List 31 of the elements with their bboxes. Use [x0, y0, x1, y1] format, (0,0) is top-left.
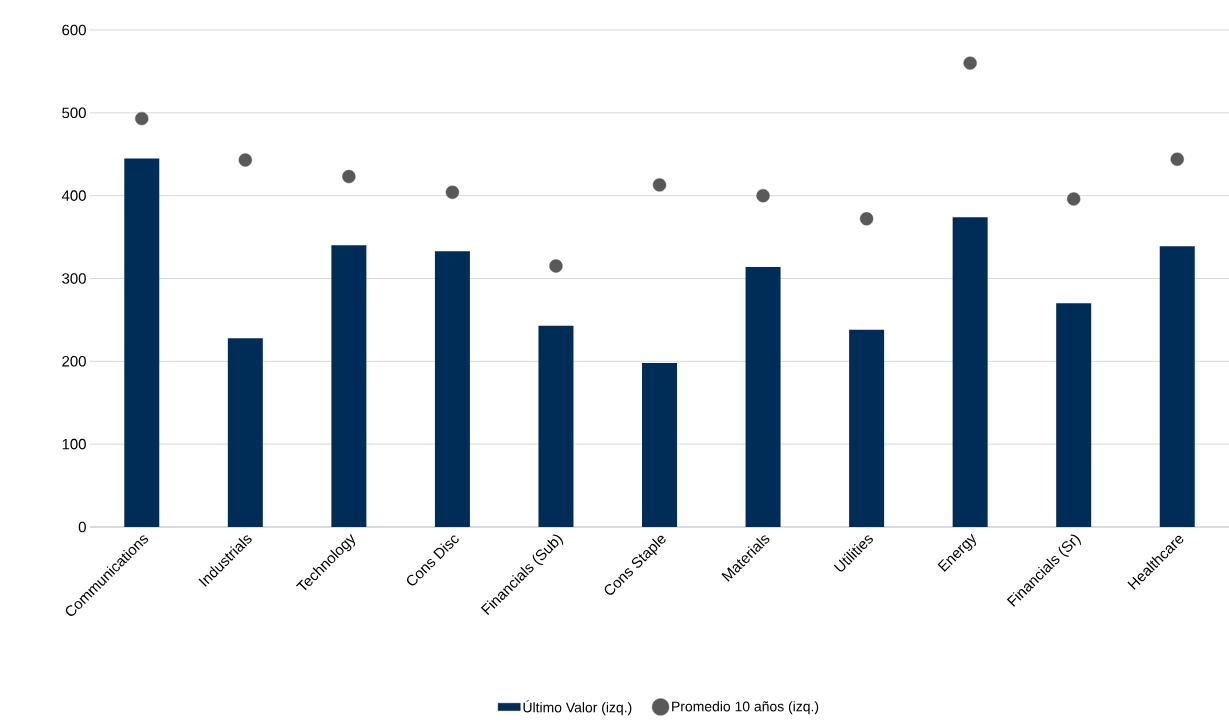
point — [549, 259, 563, 273]
bar — [124, 158, 160, 527]
y-tick-label: 300 — [62, 273, 86, 284]
bar — [1159, 246, 1195, 527]
bar — [849, 329, 885, 527]
point — [859, 212, 874, 226]
point — [756, 188, 770, 203]
y-tick-label: 200 — [62, 356, 86, 367]
y-tick-label: 0 — [78, 521, 86, 533]
point — [342, 169, 356, 184]
point — [238, 153, 252, 167]
bar — [642, 362, 678, 527]
y-tick-label: 100 — [62, 438, 86, 450]
y-tick-label: 400 — [61, 190, 86, 201]
point — [963, 56, 977, 70]
point — [652, 178, 667, 192]
bar — [952, 217, 988, 527]
point — [1067, 192, 1081, 206]
bar — [434, 251, 470, 527]
y-tick-label: 500 — [62, 107, 86, 119]
bar — [538, 325, 574, 527]
point — [135, 111, 149, 126]
bar — [331, 245, 367, 527]
y-tick-label: 600 — [62, 24, 86, 36]
legend-label: Promedio 10 años (izq.) — [672, 701, 819, 715]
point — [1170, 152, 1184, 166]
bar — [227, 338, 263, 527]
bar — [745, 266, 781, 527]
legend-label: Último Valor (izq.) — [523, 700, 632, 716]
point — [445, 185, 460, 200]
bar — [1056, 303, 1092, 527]
